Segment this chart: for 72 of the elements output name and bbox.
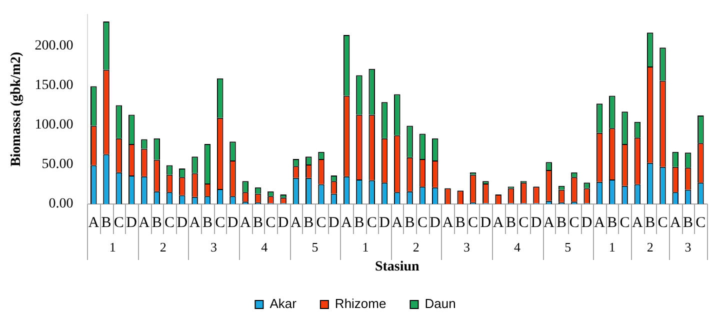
legend-label: Daun — [424, 296, 456, 312]
x-tick-label: D — [126, 214, 138, 231]
x-tick-label: B — [506, 214, 516, 231]
x-tick-label: C — [114, 214, 124, 231]
x-tick-label: B — [253, 214, 264, 231]
x-tick-label: A — [543, 214, 554, 231]
x-tick-label: D — [328, 214, 340, 231]
x-tick-label: D — [227, 214, 238, 231]
x-tick-label: B — [455, 214, 466, 231]
text: 4 — [261, 239, 268, 254]
x-tick-label: C — [215, 214, 226, 231]
text: 3 — [463, 239, 470, 254]
x-tick-label: C — [164, 214, 175, 231]
x-tick-label: D — [379, 214, 390, 231]
y-tick-label: 150.00 — [34, 78, 74, 94]
x-tick-label: C — [266, 214, 276, 231]
x-tick-label: A — [670, 214, 681, 231]
x-tick-label: D — [480, 214, 492, 231]
x-tick-label: A — [392, 214, 403, 231]
x-tick-label: C — [468, 214, 478, 231]
x-tick-label: A — [240, 214, 251, 231]
x-tick-label: D — [581, 214, 592, 231]
x-tick-label: D — [278, 214, 289, 231]
x-tick-label: A — [442, 214, 454, 231]
text: 4 — [514, 239, 522, 254]
x-tick-label: D — [430, 214, 441, 231]
text: 1 — [608, 239, 616, 254]
x-tick-label: B — [607, 214, 618, 231]
x-tick-label: B — [152, 214, 162, 231]
y-tick-label: 100.00 — [34, 118, 74, 133]
x-tick-label: D — [530, 214, 542, 231]
x-axis-title: Stasiun — [374, 260, 420, 275]
y-tick-label: 200.00 — [34, 38, 74, 54]
x-tick-label: C — [569, 214, 580, 231]
text: 5 — [564, 239, 572, 254]
text: 2 — [412, 239, 420, 254]
x-tick-label: A — [138, 214, 150, 231]
x-tick-label: A — [632, 214, 644, 231]
x-tick-label: B — [304, 214, 314, 231]
x-tick-label: A — [290, 214, 302, 231]
x-tick-label: C — [518, 214, 529, 231]
x-tick-label: B — [683, 214, 694, 231]
text: 2 — [160, 239, 166, 254]
text: 1 — [109, 239, 116, 254]
y-tick-label: 0.00 — [48, 196, 74, 212]
text: 1 — [362, 239, 369, 254]
y-axis-title: Biomassa (gbk/m2) — [9, 51, 24, 167]
y-tick-label: 50.00 — [42, 157, 74, 172]
x-tick-label: C — [696, 214, 706, 231]
x-tick-label: A — [492, 214, 504, 231]
legend-label: Rhizome — [334, 296, 386, 312]
x-tick-label: A — [594, 214, 606, 231]
x-tick-label: B — [101, 214, 112, 231]
x-tick-label: D — [176, 214, 188, 231]
text: 2 — [646, 239, 654, 254]
x-tick-label: B — [404, 214, 415, 231]
x-tick-label: C — [366, 214, 377, 231]
legend-label: Akar — [270, 296, 298, 312]
x-tick-label: B — [202, 214, 212, 231]
x-tick-label: B — [645, 214, 656, 231]
x-tick-label: A — [189, 214, 200, 231]
x-tick-label: B — [556, 214, 567, 231]
x-tick-label: C — [620, 214, 630, 231]
text: 3 — [210, 239, 218, 254]
x-tick-label: C — [417, 214, 428, 231]
x-tick-label: C — [658, 214, 668, 231]
x-tick-label: C — [316, 214, 326, 231]
text: 3 — [684, 239, 692, 254]
x-tick-label: B — [354, 214, 364, 231]
text: 5 — [312, 239, 318, 254]
x-tick-label: A — [88, 214, 100, 231]
x-tick-label: A — [341, 214, 352, 231]
